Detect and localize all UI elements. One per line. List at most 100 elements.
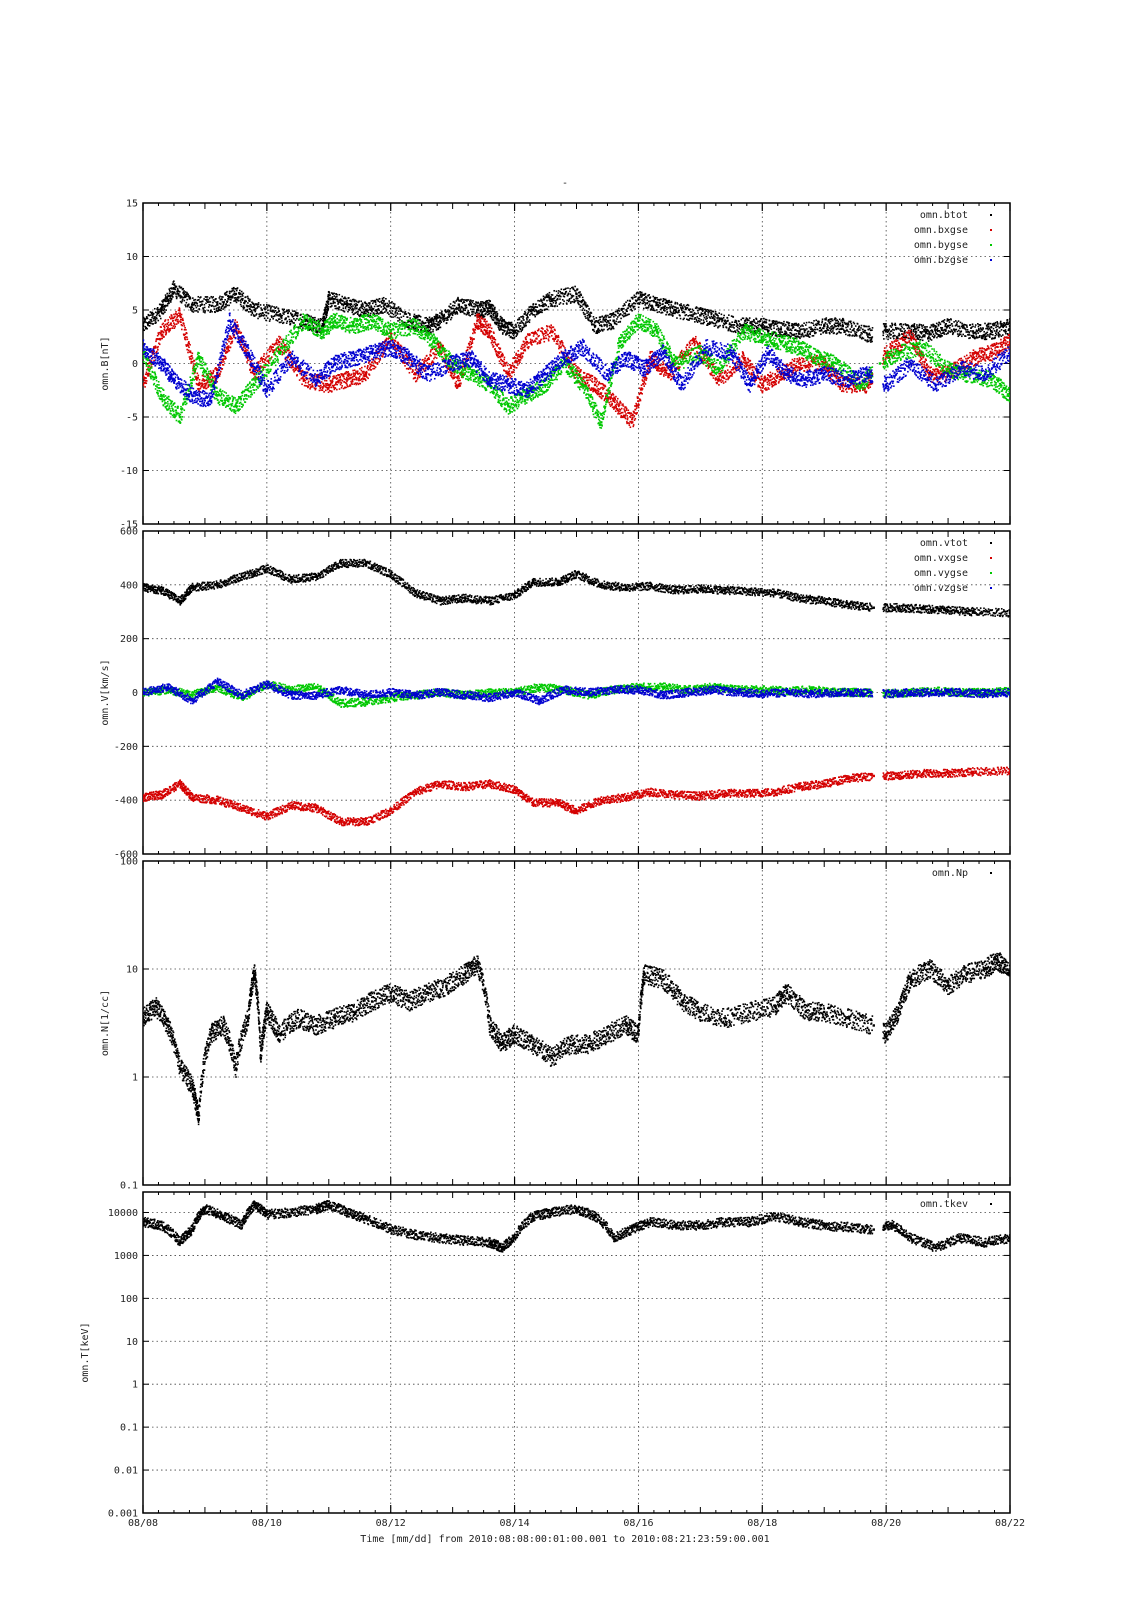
- data-point: [911, 324, 914, 326]
- data-point: [451, 314, 454, 317]
- data-point: [241, 298, 243, 300]
- data-point: [458, 309, 460, 311]
- data-point: [726, 317, 729, 319]
- data-point: [1006, 321, 1009, 323]
- data-point: [543, 303, 545, 305]
- data-point: [551, 305, 553, 307]
- data-point: [184, 336, 187, 338]
- data-point: [860, 337, 863, 340]
- data-point: [166, 303, 169, 305]
- data-point: [221, 301, 224, 303]
- data-point: [504, 326, 507, 329]
- data-point: [697, 317, 700, 320]
- data-point: [450, 312, 452, 315]
- data-point: [430, 319, 432, 322]
- data-point: [147, 324, 149, 327]
- data-point: [699, 314, 702, 317]
- data-point: [186, 348, 188, 351]
- data-point: [154, 311, 157, 314]
- data-point: [931, 335, 934, 338]
- data-point: [797, 335, 800, 338]
- data-point: [178, 314, 182, 317]
- data-point: [251, 312, 254, 315]
- data-point: [566, 299, 568, 302]
- data-point: [296, 315, 299, 318]
- data-point: [236, 297, 238, 299]
- data-point: [550, 296, 552, 298]
- data-point: [775, 328, 778, 331]
- data-point: [669, 310, 672, 313]
- data-point: [896, 327, 899, 329]
- data-point: [400, 316, 403, 319]
- data-point: [464, 312, 466, 315]
- data-point: [1005, 332, 1007, 335]
- data-point: [822, 327, 824, 329]
- data-point: [202, 375, 205, 377]
- data-point: [427, 326, 429, 329]
- data-point: [170, 291, 172, 293]
- data-point: [271, 305, 273, 308]
- data-point: [287, 315, 290, 318]
- data-point: [795, 322, 797, 325]
- data-point: [392, 302, 395, 305]
- data-point: [234, 319, 237, 321]
- data-point: [183, 336, 186, 339]
- data-point: [555, 302, 557, 305]
- data-point: [442, 318, 445, 320]
- data-point: [389, 307, 392, 310]
- data-point: [145, 327, 148, 329]
- data-point: [988, 327, 991, 330]
- data-point: [749, 321, 752, 323]
- data-point: [491, 304, 494, 306]
- data-point: [917, 334, 919, 337]
- data-point: [491, 316, 493, 318]
- data-point: [805, 321, 808, 324]
- data-point: [780, 329, 782, 331]
- data-point: [157, 348, 159, 351]
- data-point: [831, 325, 833, 327]
- data-point: [228, 335, 231, 337]
- data-point: [681, 309, 683, 312]
- data-point: [488, 312, 491, 315]
- data-point: [771, 334, 773, 337]
- data-point: [380, 310, 383, 313]
- data-point: [518, 317, 521, 319]
- data-point: [349, 307, 352, 310]
- data-point: [869, 339, 872, 341]
- data-point: [583, 303, 585, 306]
- data-point: [456, 313, 459, 315]
- data-point: [207, 301, 209, 303]
- data-point: [318, 328, 320, 330]
- data-point: [184, 326, 186, 329]
- data-point: [171, 287, 173, 290]
- data-point: [329, 298, 332, 301]
- data-point: [168, 302, 170, 305]
- data-point: [736, 322, 738, 325]
- data-point: [740, 324, 743, 327]
- data-point: [649, 309, 652, 311]
- data-point: [626, 299, 629, 302]
- data-point: [155, 321, 157, 324]
- data-point: [838, 323, 840, 326]
- data-point: [926, 332, 929, 335]
- data-point: [637, 298, 640, 301]
- data-point: [331, 297, 334, 300]
- data-point: [910, 325, 913, 328]
- data-point: [458, 307, 461, 309]
- data-point: [864, 331, 866, 334]
- data-point: [171, 316, 173, 318]
- data-point: [567, 292, 570, 295]
- data-point: [225, 293, 228, 296]
- data-point: [568, 298, 571, 300]
- data-point: [475, 304, 477, 307]
- panel-1: 151050-5-10-15omn.B[nT]omn.btotomn.bxgse…: [100, 199, 1011, 531]
- data-point: [197, 374, 200, 377]
- data-point: [324, 317, 327, 320]
- data-point: [708, 316, 711, 318]
- data-point: [190, 358, 193, 360]
- data-point: [713, 319, 716, 321]
- data-point: [952, 331, 955, 334]
- data-point: [894, 324, 897, 326]
- data-point: [186, 336, 188, 339]
- data-point: [964, 324, 966, 326]
